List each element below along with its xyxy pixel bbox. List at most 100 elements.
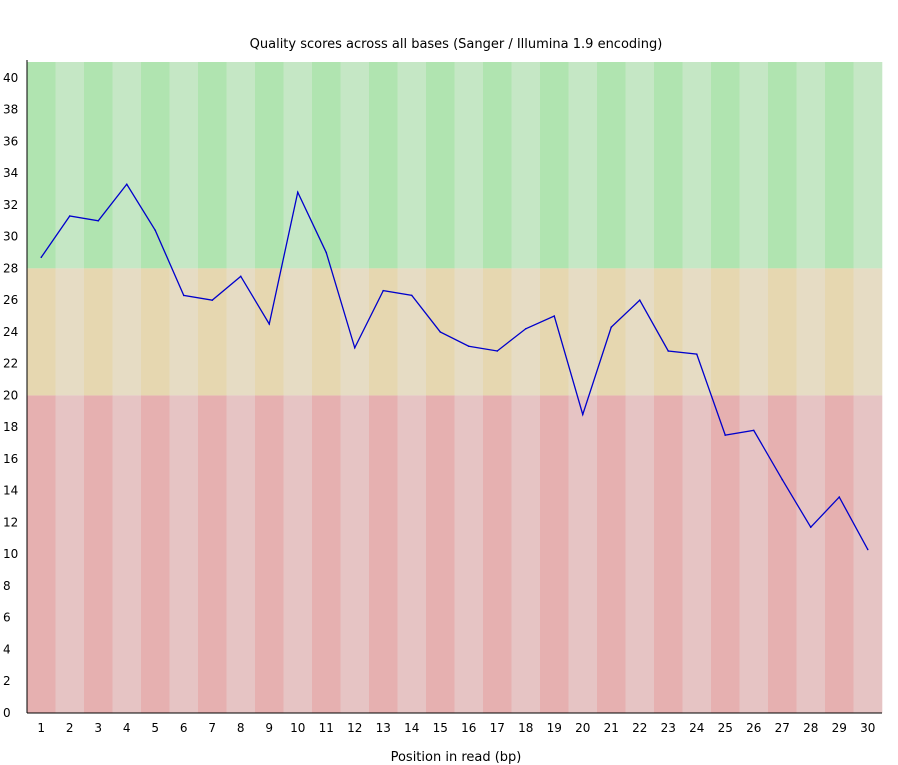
band-2-stripe-7 bbox=[198, 395, 227, 713]
band-2-stripe-15 bbox=[426, 395, 455, 713]
band-2-stripe-11 bbox=[312, 395, 341, 713]
band-2-stripe-30 bbox=[853, 395, 883, 713]
band-1-stripe-9 bbox=[255, 268, 284, 396]
y-tick-label: 0 bbox=[3, 706, 11, 720]
y-tick-label: 10 bbox=[3, 547, 18, 561]
band-0-stripe-6 bbox=[169, 62, 199, 269]
x-tick-label: 20 bbox=[575, 721, 590, 735]
chart-title: Quality scores across all bases (Sanger … bbox=[250, 37, 663, 52]
band-0-stripe-3 bbox=[84, 62, 113, 269]
y-tick-label: 20 bbox=[3, 388, 18, 402]
data-point-3 bbox=[97, 219, 100, 222]
band-2-stripe-25 bbox=[711, 395, 740, 713]
x-tick-label: 10 bbox=[290, 721, 305, 735]
band-1-stripe-18 bbox=[511, 268, 541, 396]
x-tick-label: 26 bbox=[746, 721, 761, 735]
band-0-stripe-8 bbox=[226, 62, 256, 269]
y-tick-label: 22 bbox=[3, 357, 18, 371]
data-point-29 bbox=[838, 496, 841, 498]
band-2-stripe-6 bbox=[169, 395, 199, 713]
data-point-14 bbox=[410, 294, 413, 297]
band-1-stripe-23 bbox=[654, 268, 683, 396]
band-1-stripe-5 bbox=[141, 268, 170, 396]
band-0-stripe-27 bbox=[768, 62, 797, 269]
y-tick-label: 4 bbox=[3, 642, 11, 656]
data-point-11 bbox=[325, 251, 328, 254]
band-0-stripe-21 bbox=[597, 62, 626, 269]
y-tick-label: 6 bbox=[3, 611, 11, 625]
band-1-stripe-27 bbox=[768, 268, 797, 396]
x-tick-label: 5 bbox=[151, 721, 159, 735]
x-tick-label: 12 bbox=[347, 721, 362, 735]
band-2-stripe-26 bbox=[739, 395, 769, 713]
data-point-13 bbox=[382, 289, 385, 292]
data-point-27 bbox=[781, 478, 784, 481]
data-point-19 bbox=[553, 315, 556, 317]
band-2-stripe-2 bbox=[55, 395, 85, 713]
band-0-stripe-28 bbox=[796, 62, 826, 269]
y-tick-label: 36 bbox=[3, 134, 18, 148]
y-tick-label: 30 bbox=[3, 230, 18, 244]
band-2-stripe-19 bbox=[540, 395, 569, 713]
band-2-stripe-8 bbox=[226, 395, 256, 713]
y-tick-label: 38 bbox=[3, 103, 18, 117]
x-tick-label: 29 bbox=[832, 721, 847, 735]
series-layer bbox=[40, 183, 869, 551]
band-1-stripe-25 bbox=[711, 268, 740, 396]
band-0-stripe-18 bbox=[511, 62, 541, 269]
data-point-23 bbox=[667, 350, 670, 352]
band-1-stripe-6 bbox=[169, 268, 199, 396]
band-0-stripe-16 bbox=[454, 62, 484, 269]
y-tick-label: 32 bbox=[3, 198, 18, 212]
band-2-stripe-5 bbox=[141, 395, 170, 713]
x-tick-label: 19 bbox=[547, 721, 562, 735]
data-point-1 bbox=[40, 256, 43, 259]
data-point-7 bbox=[211, 299, 214, 301]
x-tick-label: 28 bbox=[803, 721, 818, 735]
band-1-stripe-19 bbox=[540, 268, 569, 396]
x-tick-label: 13 bbox=[376, 721, 391, 735]
band-0-stripe-12 bbox=[340, 62, 370, 269]
x-tick-label: 4 bbox=[123, 721, 131, 735]
data-point-28 bbox=[809, 526, 812, 529]
data-point-8 bbox=[239, 275, 242, 278]
band-0-stripe-2 bbox=[55, 62, 85, 269]
band-1-stripe-30 bbox=[853, 268, 883, 396]
band-0-stripe-26 bbox=[739, 62, 769, 269]
y-tick-label: 16 bbox=[3, 452, 18, 466]
band-2-stripe-27 bbox=[768, 395, 797, 713]
data-point-10 bbox=[296, 191, 299, 193]
y-tick-label: 18 bbox=[3, 420, 18, 434]
x-axis-label: Position in read (bp) bbox=[391, 750, 522, 765]
y-tick-label: 40 bbox=[3, 71, 18, 85]
band-2-stripe-23 bbox=[654, 395, 683, 713]
band-2-stripe-4 bbox=[112, 395, 142, 713]
band-0-stripe-7 bbox=[198, 62, 227, 269]
x-tick-label: 15 bbox=[433, 721, 448, 735]
band-1-stripe-3 bbox=[84, 268, 113, 396]
x-tick-label: 21 bbox=[604, 721, 619, 735]
band-1-stripe-26 bbox=[739, 268, 769, 396]
band-0-stripe-24 bbox=[682, 62, 712, 269]
band-1-stripe-22 bbox=[625, 268, 655, 396]
band-1-stripe-1 bbox=[27, 268, 56, 396]
x-tick-label: 27 bbox=[775, 721, 790, 735]
data-point-26 bbox=[752, 429, 755, 432]
band-2-stripe-1 bbox=[27, 395, 56, 713]
band-2-stripe-22 bbox=[625, 395, 655, 713]
band-0-stripe-13 bbox=[369, 62, 398, 269]
y-tick-label: 34 bbox=[3, 166, 18, 180]
band-0-stripe-11 bbox=[312, 62, 341, 269]
band-0-stripe-1 bbox=[27, 62, 56, 269]
y-tick-label: 8 bbox=[3, 579, 11, 593]
band-2-stripe-3 bbox=[84, 395, 113, 713]
band-2-stripe-24 bbox=[682, 395, 712, 713]
band-2-stripe-29 bbox=[825, 395, 854, 713]
x-tick-label: 16 bbox=[461, 721, 476, 735]
data-point-4 bbox=[125, 183, 128, 186]
band-2-stripe-16 bbox=[454, 395, 484, 713]
band-0-stripe-22 bbox=[625, 62, 655, 269]
x-tick-label: 7 bbox=[208, 721, 216, 735]
band-0-stripe-20 bbox=[568, 62, 598, 269]
